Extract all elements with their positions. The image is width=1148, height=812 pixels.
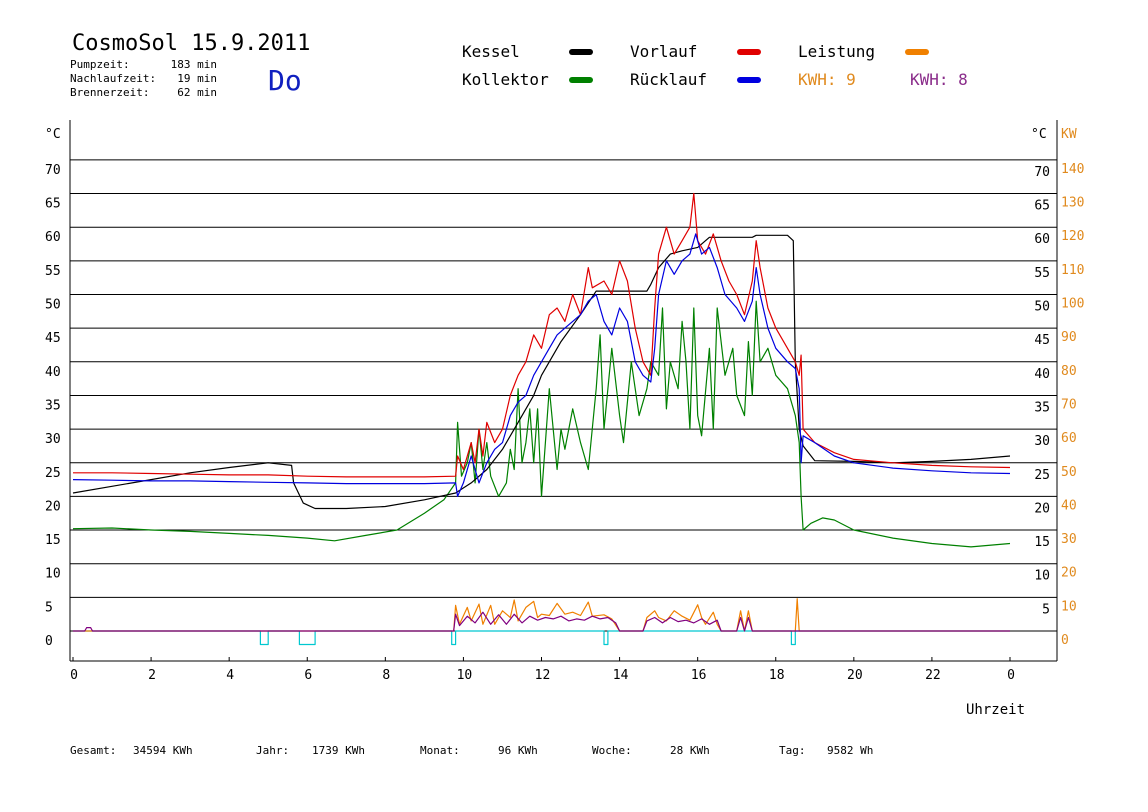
- y-axis-label-right: °C: [1031, 127, 1047, 142]
- y-tick-label-kw: 90: [1061, 330, 1077, 345]
- footer-label: Jahr:: [256, 744, 289, 757]
- footer-totals: Gesamt: 34594 KWh Jahr: 1739 KWh Monat: 96 KW…: [70, 744, 873, 757]
- y-tick-label-right: 25: [1034, 468, 1050, 483]
- stat-value: 19 min: [177, 72, 217, 85]
- y-tick-label-right: 70: [1034, 165, 1050, 180]
- stat-value: 62 min: [177, 86, 217, 99]
- y-tick-label-kw: 30: [1061, 532, 1077, 547]
- x-tick-label: 6: [304, 668, 312, 683]
- footer-value: 96 KWh: [498, 744, 538, 757]
- kwh-label: KWH: 9: [798, 70, 856, 89]
- kwh-label: KWH: 8: [910, 70, 968, 89]
- y-tick-label-left: 55: [45, 264, 61, 279]
- x-tick-label: 16: [691, 668, 707, 683]
- y-tick-label-right: 50: [1034, 300, 1050, 315]
- y-tick-label-kw: 10: [1061, 599, 1077, 614]
- y-tick-label-right: 45: [1034, 333, 1050, 348]
- plot-area: °C °C KW0510152025303540455055606570510152…: [45, 120, 1084, 718]
- y-tick-label-kw: 70: [1061, 397, 1077, 412]
- series-line-kollektor: [72, 300, 1011, 548]
- footer-value: 9582 Wh: [827, 744, 873, 757]
- series-line-pumpe: [73, 630, 1010, 646]
- x-tick-label: 0: [70, 668, 78, 683]
- x-tick-label: 20: [847, 668, 863, 683]
- y-tick-label-kw: 20: [1061, 566, 1077, 581]
- y-tick-label-kw: 40: [1061, 498, 1077, 513]
- x-tick-label: 18: [769, 668, 785, 683]
- y-tick-label-right: 20: [1034, 501, 1050, 516]
- y-tick-label-left: 0: [45, 634, 53, 649]
- y-tick-label-kw: 80: [1061, 364, 1077, 379]
- y-tick-label-right: 5: [1042, 602, 1050, 617]
- legend-label: Rücklauf: [630, 70, 707, 89]
- x-tick-label: 4: [226, 668, 234, 683]
- y-tick-label-left: 60: [45, 230, 61, 245]
- y-tick-label-right: 30: [1034, 434, 1050, 449]
- footer-label: Monat:: [420, 744, 460, 757]
- y-tick-label-left: 10: [45, 567, 61, 582]
- y-tick-label-kw: 130: [1061, 196, 1084, 211]
- y-tick-label-right: 35: [1034, 400, 1050, 415]
- y-tick-label-kw: 100: [1061, 297, 1084, 312]
- legend-label: Leistung: [798, 42, 875, 61]
- series-line-kessel: [72, 234, 1011, 510]
- y-tick-label-right: 55: [1034, 266, 1050, 281]
- header: CosmoSol 15.9.2011 Pumpzeit: 183 min Nachl…: [70, 31, 310, 99]
- y-tick-label-left: 15: [45, 533, 61, 548]
- y-tick-label-kw: 50: [1061, 465, 1077, 480]
- y-tick-label-left: 35: [45, 398, 61, 413]
- y-tick-label-kw: 120: [1061, 229, 1084, 244]
- y-tick-label-kw: 0: [1061, 633, 1069, 648]
- y-tick-label-left: 30: [45, 432, 61, 447]
- y-axis-label-kw: KW: [1061, 127, 1077, 142]
- y-axis-label-left: °C: [45, 127, 61, 142]
- x-tick-label: 0: [1007, 668, 1015, 683]
- x-axis-label: Uhrzeit: [966, 702, 1025, 718]
- y-tick-label-left: 5: [45, 600, 53, 615]
- stat-label: Nachlaufzeit:: [70, 72, 156, 85]
- series-line-vorlauf: [73, 192, 1011, 478]
- footer-value: 34594 KWh: [133, 744, 193, 757]
- x-tick-label: 14: [613, 668, 629, 683]
- footer-label: Gesamt:: [70, 744, 116, 757]
- series-line-leistung: [73, 598, 1010, 632]
- y-tick-label-right: 40: [1034, 367, 1050, 382]
- y-tick-label-left: 40: [45, 365, 61, 380]
- y-tick-label-right: 15: [1034, 535, 1050, 550]
- legend: Kessel Vorlauf Leistung Kollektor Rücklauf KW…: [462, 42, 968, 89]
- x-tick-label: 8: [382, 668, 390, 683]
- footer-label: Woche:: [592, 744, 632, 757]
- stat-label: Pumpzeit:: [70, 58, 130, 71]
- legend-label: Vorlauf: [630, 42, 697, 61]
- page-title: CosmoSol 15.9.2011: [72, 31, 310, 56]
- stat-label: Brennerzeit:: [70, 86, 149, 99]
- y-tick-label-left: 20: [45, 499, 61, 514]
- x-tick-label: 12: [535, 668, 551, 683]
- series-line-leistung-2: [73, 611, 1010, 632]
- footer-value: 28 KWh: [670, 744, 710, 757]
- y-tick-label-kw: 110: [1061, 263, 1084, 278]
- x-tick-label: 2: [148, 668, 156, 683]
- header-stats: Pumpzeit: 183 min Nachlaufzeit: 19 min Brenn…: [70, 58, 217, 99]
- y-tick-label-left: 65: [45, 197, 61, 212]
- legend-label: Kollektor: [462, 70, 549, 89]
- y-tick-label-left: 45: [45, 331, 61, 346]
- y-tick-label-left: 70: [45, 163, 61, 178]
- stat-value: 183 min: [171, 58, 217, 71]
- y-tick-label-right: 65: [1034, 199, 1050, 214]
- y-tick-label-right: 60: [1034, 232, 1050, 247]
- y-tick-label-right: 10: [1034, 569, 1050, 584]
- y-tick-label-left: 50: [45, 298, 61, 313]
- footer-label: Tag:: [779, 744, 806, 757]
- footer-value: 1739 KWh: [312, 744, 365, 757]
- y-tick-label-kw: 140: [1061, 162, 1084, 177]
- y-tick-label-left: 25: [45, 466, 61, 481]
- x-tick-label: 10: [457, 668, 473, 683]
- series-line-r-cklauf: [72, 233, 1011, 497]
- x-tick-label: 22: [925, 668, 941, 683]
- y-tick-label-kw: 60: [1061, 431, 1077, 446]
- legend-label: Kessel: [462, 42, 520, 61]
- weekday-label: Do: [268, 64, 302, 97]
